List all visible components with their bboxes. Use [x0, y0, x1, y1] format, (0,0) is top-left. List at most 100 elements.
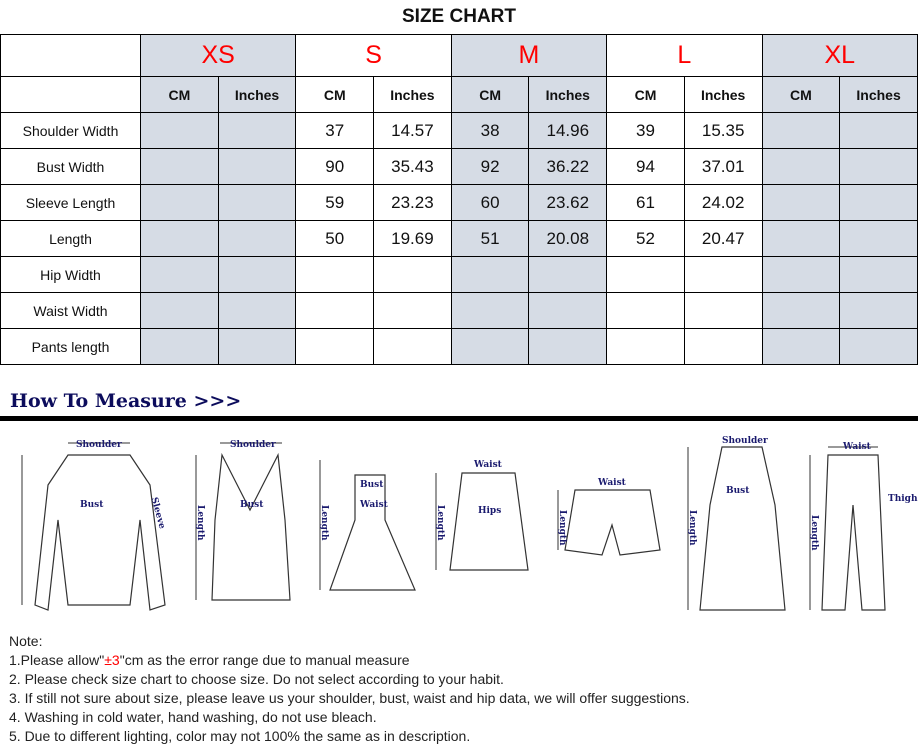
table-row: Shoulder Width 37 14.57 38 14.96 39 15.35 — [0, 112, 918, 149]
table-cell — [839, 184, 918, 221]
label-bust: Bust — [726, 486, 750, 496]
table-cell — [761, 328, 841, 365]
unit-header-inches: Inches — [528, 76, 608, 113]
table-cell: 59 — [295, 184, 375, 221]
label-waist: Waist — [359, 500, 389, 510]
size-header-xl: XL — [761, 34, 918, 77]
unit-header-inches: Inches — [683, 76, 763, 113]
table-cell: 23.62 — [528, 184, 608, 221]
table-cell — [606, 256, 685, 293]
table-cell — [450, 292, 530, 329]
table-cell: 15.35 — [683, 112, 763, 149]
row-label: Length — [0, 220, 141, 257]
table-cell — [528, 292, 608, 329]
table-cell — [683, 292, 763, 329]
label-length: Length — [319, 505, 329, 541]
empty-cell — [0, 34, 141, 77]
note-1-text: 1.Please allow" — [9, 652, 105, 668]
table-cell: 50 — [295, 220, 375, 257]
measurement-illustrations: Shoulder Length Bust Sleeve Shoulder Len… — [21, 436, 918, 611]
table-cell — [217, 256, 297, 293]
unit-header-cm: CM — [450, 76, 530, 113]
label-hips: Hips — [478, 506, 501, 516]
how-to-measure-heading: How To Measure >>> — [10, 390, 242, 412]
table-cell — [839, 148, 918, 185]
note-1-tolerance: ±3 — [104, 652, 120, 668]
unit-header-inches: Inches — [217, 76, 297, 113]
unit-header-row: CM Inches CM Inches CM Inches CM Inches CM Inches — [0, 76, 918, 113]
label-sleeve: Sleeve — [149, 496, 167, 530]
table-cell: 38 — [450, 112, 530, 149]
row-label: Bust Width — [0, 148, 141, 185]
table-cell — [761, 184, 841, 221]
table-cell — [217, 148, 297, 185]
note-1: 1.Please allow"±3"cm as the error range … — [9, 651, 690, 670]
table-row: Bust Width 90 35.43 92 36.22 94 37.01 — [0, 148, 918, 185]
pants-illustration: Waist Length Thigh — [809, 442, 918, 611]
table-cell — [140, 256, 219, 293]
label-waist: Waist — [597, 478, 627, 488]
table-cell — [528, 328, 608, 365]
table-cell — [140, 148, 219, 185]
table-cell: 51 — [450, 220, 530, 257]
table-cell: 94 — [606, 148, 685, 185]
table-cell — [217, 292, 297, 329]
table-cell — [606, 292, 685, 329]
row-label: Sleeve Length — [0, 184, 141, 221]
table-cell — [839, 220, 918, 257]
table-cell: 61 — [606, 184, 685, 221]
table-cell — [373, 328, 452, 365]
table-cell — [761, 256, 841, 293]
divider — [0, 416, 918, 421]
table-cell — [683, 328, 763, 365]
unit-header-cm: CM — [606, 76, 685, 113]
table-cell — [839, 256, 918, 293]
label-bust: Bust — [360, 480, 384, 490]
unit-header-inches: Inches — [373, 76, 452, 113]
blouse-illustration: Shoulder Length Bust Sleeve — [21, 440, 167, 611]
table-cell — [140, 220, 219, 257]
table-cell: 36.22 — [528, 148, 608, 185]
label-shoulder: Shoulder — [230, 440, 276, 450]
label-length: Length — [557, 510, 567, 546]
tank-top-illustration: Shoulder Length Bust — [195, 440, 291, 601]
note-3: 3. If still not sure about size, please … — [9, 690, 690, 706]
label-thigh: Thigh — [888, 494, 918, 504]
table-cell — [217, 220, 297, 257]
note-4: 4. Washing in cold water, hand washing, … — [9, 709, 377, 725]
table-cell — [140, 292, 219, 329]
table-cell: 19.69 — [373, 220, 452, 257]
table-cell — [839, 328, 918, 365]
size-header-s: S — [295, 34, 452, 77]
table-cell: 20.47 — [683, 220, 763, 257]
table-cell: 37.01 — [683, 148, 763, 185]
table-cell: 39 — [606, 112, 685, 149]
table-cell: 37 — [295, 112, 375, 149]
size-header-xs: XS — [139, 34, 297, 77]
table-cell — [295, 292, 375, 329]
shorts-illustration: Length Waist — [557, 478, 661, 556]
label-bust: Bust — [240, 500, 264, 510]
label-waist: Waist — [842, 442, 872, 452]
label-bust: Bust — [80, 500, 104, 510]
table-row: Waist Width — [0, 292, 918, 329]
table-cell — [140, 328, 219, 365]
label-length: Length — [687, 510, 697, 546]
notes: Note: 1.Please allow"±3"cm as the error … — [9, 632, 690, 746]
dress-illustration: Length Bust Waist — [319, 460, 416, 591]
table-cell: 92 — [450, 148, 530, 185]
table-row: Length 50 19.69 51 20.08 52 20.47 — [0, 220, 918, 257]
notes-heading: Note: — [9, 633, 43, 649]
row-label: Shoulder Width — [0, 112, 141, 149]
table-cell — [761, 148, 841, 185]
table-cell — [373, 256, 452, 293]
coat-illustration: Length Shoulder Bust — [687, 436, 786, 611]
label-length: Length — [195, 505, 205, 541]
table-cell: 90 — [295, 148, 375, 185]
size-header-l: L — [606, 34, 763, 77]
unit-header-cm: CM — [295, 76, 375, 113]
unit-header-cm: CM — [140, 76, 219, 113]
size-chart-title: SIZE CHART — [402, 6, 516, 27]
label-waist: Waist — [473, 460, 503, 470]
table-cell — [839, 112, 918, 149]
